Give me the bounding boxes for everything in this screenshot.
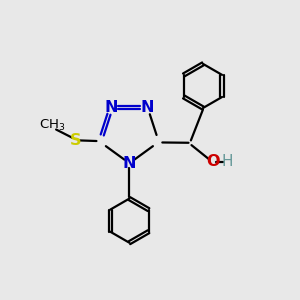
Text: CH$_3$: CH$_3$	[39, 118, 65, 133]
Text: N: N	[104, 100, 118, 115]
Text: N: N	[123, 156, 136, 171]
Text: S: S	[70, 133, 82, 148]
Text: H: H	[221, 154, 232, 169]
Text: N: N	[141, 100, 154, 115]
Text: O: O	[206, 154, 219, 169]
